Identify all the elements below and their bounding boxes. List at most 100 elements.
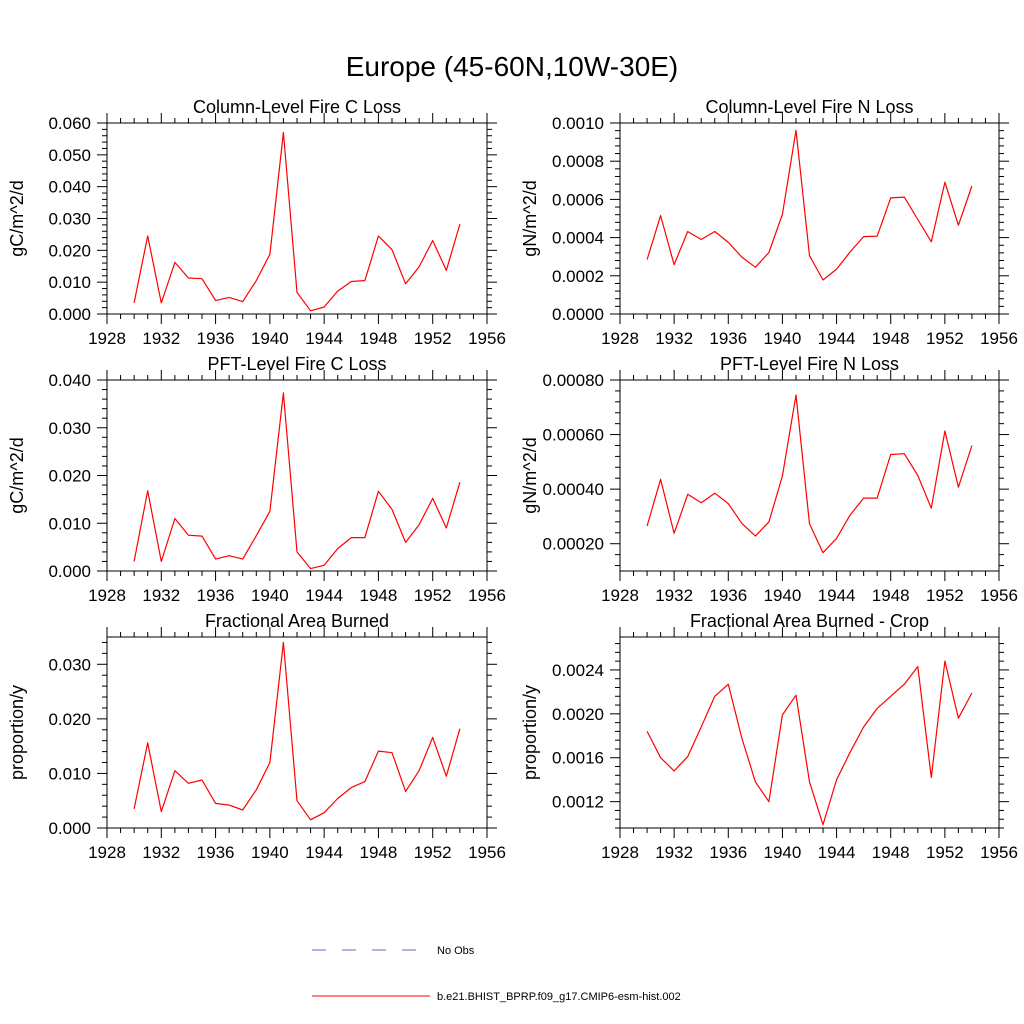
legend-item-2: b.e21.BHIST_BPRP.f09_g17.CMIP6-esm-hist.…: [312, 991, 681, 1003]
x-tick-label: 1948: [360, 586, 398, 605]
x-tick-label: 1940: [764, 586, 802, 605]
y-tick-label: 0.020: [48, 467, 91, 486]
plot-frame: [106, 379, 488, 572]
y-tick-label: 0.000: [48, 305, 91, 324]
panel-title: PFT-Level Fire N Loss: [720, 354, 899, 374]
plot-frame: [619, 379, 1000, 572]
y-axis-label: gN/m^2/d: [520, 437, 540, 513]
x-tick-label: 1928: [601, 586, 639, 605]
y-tick-label: 0.0002: [552, 267, 604, 286]
series-line: [646, 394, 973, 554]
x-tick-label: 1944: [305, 843, 343, 862]
y-tick-label: 0.000: [48, 819, 91, 838]
y-tick-label: 0.0000: [552, 305, 604, 324]
y-tick-label: 0.0024: [552, 661, 604, 680]
panel-3: PFT-Level Fire C Loss gC/m^2/d 1928 1932 193…: [7, 354, 506, 605]
x-tick-label: 1956: [980, 329, 1018, 348]
x-tick-label: 1932: [655, 329, 693, 348]
legend-label: No Obs: [437, 945, 475, 957]
y-tick-label: 0.0008: [552, 152, 604, 171]
y-tick-label: 0.00080: [543, 371, 604, 390]
panel-6: Fractional Area Burned - Crop proportion/…: [520, 611, 1018, 862]
x-tick-label: 1928: [88, 329, 126, 348]
y-tick-label: 0.040: [48, 178, 91, 197]
y-tick-label: 0.030: [48, 419, 91, 438]
x-tick-label: 1944: [305, 586, 343, 605]
x-tick-label: 1936: [197, 586, 235, 605]
y-tick-label: 0.010: [48, 514, 91, 533]
x-tick-label: 1956: [980, 843, 1018, 862]
y-axis-label: gN/m^2/d: [520, 180, 540, 256]
x-tick-label: 1944: [305, 329, 343, 348]
y-tick-label: 0.000: [48, 562, 91, 581]
x-tick-label: 1956: [468, 586, 506, 605]
x-tick-label: 1944: [818, 329, 856, 348]
y-tick-label: 0.0012: [552, 793, 604, 812]
x-tick-label: 1932: [142, 843, 180, 862]
x-tick-label: 1956: [468, 843, 506, 862]
x-tick-label: 1948: [872, 843, 910, 862]
x-tick-label: 1948: [872, 329, 910, 348]
y-tick-label: 0.00040: [543, 480, 604, 499]
y-tick-label: 0.010: [48, 273, 91, 292]
x-tick-label: 1940: [764, 843, 802, 862]
y-tick-label: 0.0004: [552, 229, 604, 248]
panel-title: Fractional Area Burned: [205, 611, 389, 631]
plot-frame: [619, 636, 1000, 829]
series-line: [133, 392, 461, 570]
panel-1: Column-Level Fire C Loss gC/m^2/d 1928 1932…: [7, 97, 506, 348]
x-tick-label: 1936: [709, 843, 747, 862]
x-tick-label: 1940: [251, 586, 289, 605]
x-tick-label: 1952: [926, 843, 964, 862]
x-tick-label: 1932: [142, 586, 180, 605]
x-tick-label: 1940: [764, 329, 802, 348]
x-tick-label: 1928: [88, 586, 126, 605]
y-tick-label: 0.040: [48, 371, 91, 390]
x-tick-label: 1936: [197, 843, 235, 862]
panel-title: Column-Level Fire C Loss: [193, 97, 401, 117]
y-axis-label: gC/m^2/d: [7, 180, 27, 256]
x-tick-label: 1928: [88, 843, 126, 862]
y-tick-label: 0.0006: [552, 190, 604, 209]
x-tick-label: 1944: [818, 843, 856, 862]
x-tick-label: 1936: [709, 586, 747, 605]
panel-4: PFT-Level Fire N Loss gN/m^2/d 1928 1932 193…: [520, 354, 1018, 605]
figure-title: Europe (45-60N,10W-30E): [346, 51, 679, 82]
legend-item-1: No Obs: [312, 945, 475, 957]
y-tick-label: 0.0020: [552, 705, 604, 724]
x-tick-label: 1936: [709, 329, 747, 348]
y-axis-label: proportion/y: [7, 685, 27, 780]
x-tick-label: 1932: [142, 329, 180, 348]
x-tick-label: 1944: [818, 586, 856, 605]
y-tick-label: 0.020: [48, 710, 91, 729]
x-tick-label: 1948: [872, 586, 910, 605]
panels: Column-Level Fire C Loss gC/m^2/d 1928 1932…: [7, 97, 1018, 862]
x-tick-label: 1952: [926, 329, 964, 348]
x-tick-label: 1952: [414, 586, 452, 605]
x-tick-label: 1932: [655, 586, 693, 605]
x-tick-label: 1936: [197, 329, 235, 348]
y-tick-label: 0.0016: [552, 749, 604, 768]
x-tick-label: 1928: [601, 843, 639, 862]
x-tick-label: 1940: [251, 329, 289, 348]
y-tick-label: 0.050: [48, 146, 91, 165]
y-tick-label: 0.0010: [552, 114, 604, 133]
y-axis-label: proportion/y: [520, 685, 540, 780]
x-tick-label: 1956: [980, 586, 1018, 605]
x-tick-label: 1956: [468, 329, 506, 348]
x-tick-label: 1952: [926, 586, 964, 605]
y-tick-label: 0.020: [48, 241, 91, 260]
y-tick-label: 0.060: [48, 114, 91, 133]
panel-title: Column-Level Fire N Loss: [705, 97, 913, 117]
panel-5: Fractional Area Burned proportion/y 1928 19…: [7, 611, 506, 862]
x-tick-label: 1932: [655, 843, 693, 862]
y-axis-label: gC/m^2/d: [7, 437, 27, 513]
plot-frame: [619, 122, 1000, 315]
series-line: [646, 660, 973, 826]
y-tick-label: 0.00060: [543, 426, 604, 445]
series-line: [133, 131, 461, 312]
legend-label: b.e21.BHIST_BPRP.f09_g17.CMIP6-esm-hist.…: [437, 991, 681, 1003]
x-tick-label: 1952: [414, 843, 452, 862]
legend: No Obs b.e21.BHIST_BPRP.f09_g17.CMIP6-esm…: [312, 945, 681, 1003]
